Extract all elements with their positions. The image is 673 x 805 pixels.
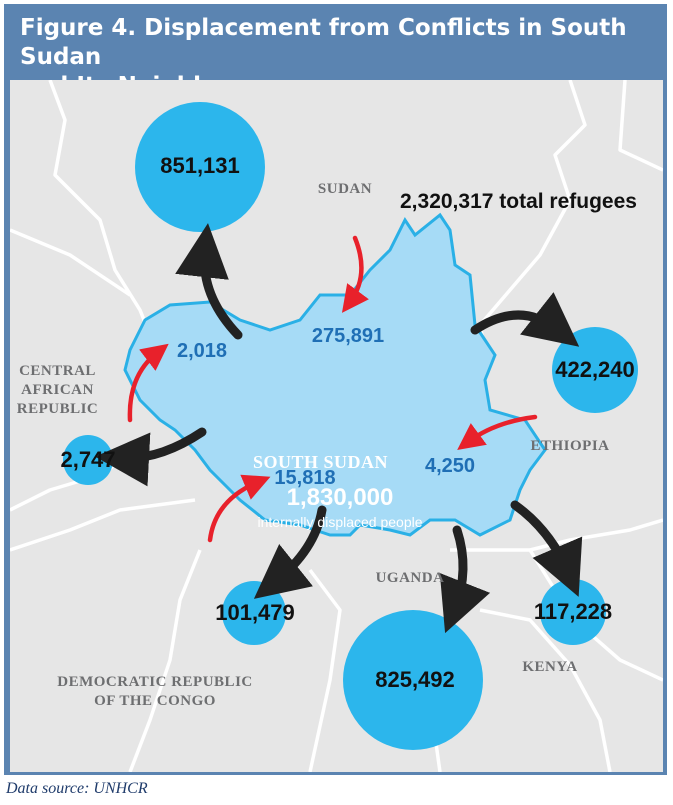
arrow-to-uganda [439, 525, 491, 634]
arrow-from-car [127, 343, 169, 423]
map-graphic [10, 80, 663, 772]
arrow-from-drc [207, 474, 271, 543]
outflow-arrows [95, 223, 583, 634]
drc-line-2: OF THE CONGO [94, 693, 216, 709]
idp-value: 1,830,000 [286, 484, 394, 511]
circle-uganda [343, 610, 483, 750]
circle-ethiopia [552, 327, 638, 413]
value-kenya: 117,228 [533, 599, 613, 624]
drc-line-1: DEMOCRATIC REPUBLIC [57, 674, 253, 690]
value-car: 2,747 [60, 447, 116, 472]
arrow-to-car [95, 427, 207, 487]
car-line-2: AFRICAN [21, 382, 94, 398]
inflow-from-sudan: 275,891 [311, 325, 385, 347]
arrow-from-ethiopia [457, 414, 538, 451]
inflow-arrows [127, 235, 538, 543]
circle-sudan [135, 102, 265, 232]
arrow-to-drc [253, 505, 327, 599]
title-line-1: Figure 4. Displacement from Conflicts in… [20, 15, 627, 70]
value-uganda: 825,492 [375, 667, 455, 692]
idp-label: internally displaced people [257, 514, 423, 530]
inflow-from-drc: 15,818 [274, 467, 336, 489]
country-kenya: KENYA [522, 659, 578, 675]
inflow-from-ethiopia: 4,250 [424, 455, 476, 477]
country-drc: DEMOCRATIC REPUBLIC OF THE CONGO [20, 673, 290, 711]
country-uganda: UGANDA [375, 570, 445, 586]
arrow-to-kenya [510, 500, 583, 597]
inflow-from-car: 2,018 [176, 340, 228, 362]
country-car: CENTRAL AFRICAN REPUBLIC [10, 362, 105, 419]
total-refugees: 2,320,317 total refugees [400, 190, 637, 213]
map-area: 2,320,317 total refugees SUDAN CENTRAL A… [10, 80, 663, 772]
country-south-sudan: SOUTH SUDAN [253, 452, 389, 472]
arrow-from-sudan [341, 235, 369, 313]
car-line-1: CENTRAL [19, 363, 96, 379]
value-drc: 101,479 [215, 600, 295, 625]
country-ethiopia: ETHIOPIA [530, 438, 610, 454]
arrow-to-ethiopia [470, 292, 580, 347]
value-sudan: 851,131 [160, 153, 240, 178]
arrow-to-sudan [175, 223, 243, 340]
data-source: Data source: UNHCR [6, 780, 148, 797]
value-ethiopia: 422,240 [555, 357, 635, 382]
country-sudan: SUDAN [317, 181, 373, 197]
car-line-3: REPUBLIC [16, 401, 99, 417]
